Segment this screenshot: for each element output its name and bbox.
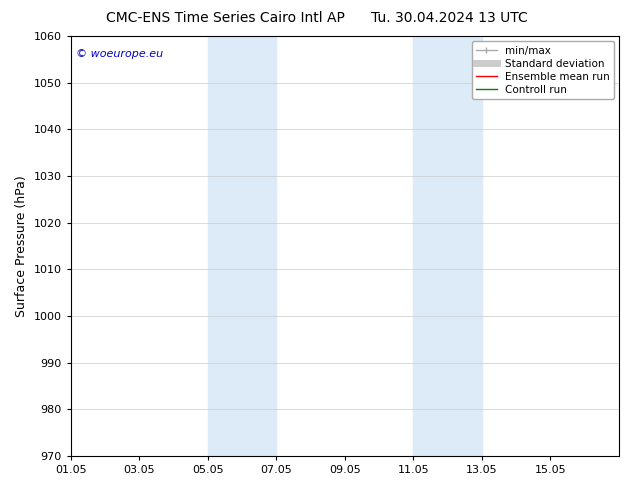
Legend: min/max, Standard deviation, Ensemble mean run, Controll run: min/max, Standard deviation, Ensemble me… [472,41,614,99]
Text: © woeurope.eu: © woeurope.eu [76,49,164,59]
Text: CMC-ENS Time Series Cairo Intl AP      Tu. 30.04.2024 13 UTC: CMC-ENS Time Series Cairo Intl AP Tu. 30… [106,11,528,25]
Bar [413,36,482,456]
Y-axis label: Surface Pressure (hPa): Surface Pressure (hPa) [15,175,28,317]
Bar [208,36,276,456]
